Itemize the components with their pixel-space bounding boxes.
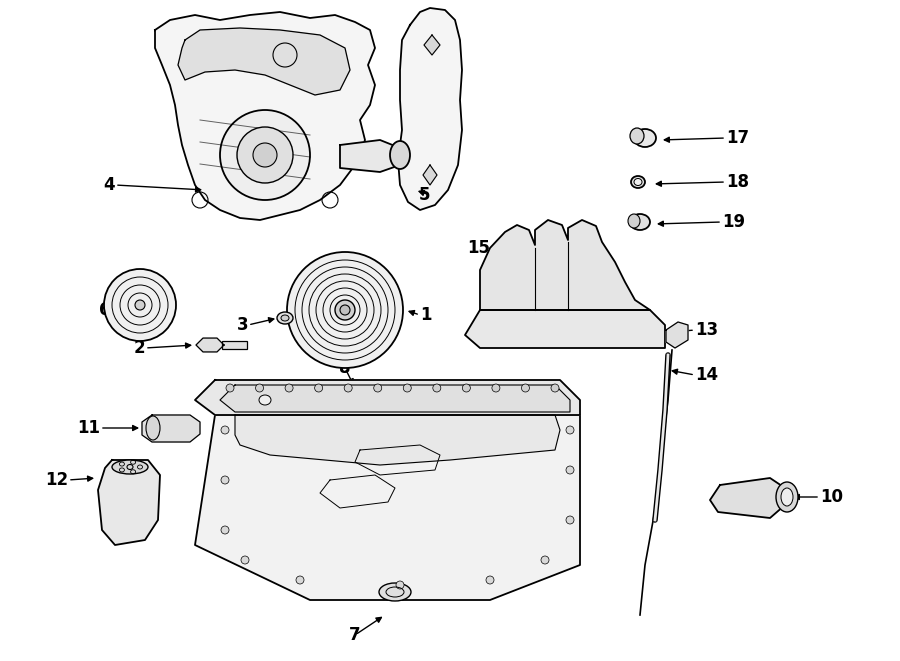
Circle shape	[486, 576, 494, 584]
Text: 13: 13	[695, 321, 718, 339]
Ellipse shape	[146, 416, 160, 440]
Circle shape	[241, 556, 249, 564]
Text: 3: 3	[237, 316, 248, 334]
Circle shape	[335, 300, 355, 320]
Polygon shape	[465, 310, 665, 348]
Text: 15: 15	[467, 239, 490, 257]
Ellipse shape	[379, 583, 411, 601]
Text: 8: 8	[339, 359, 351, 377]
Ellipse shape	[255, 392, 275, 408]
Circle shape	[340, 305, 350, 315]
Ellipse shape	[281, 315, 289, 321]
Ellipse shape	[634, 178, 642, 186]
Polygon shape	[710, 478, 785, 518]
Ellipse shape	[628, 214, 640, 228]
Polygon shape	[178, 28, 350, 95]
Text: 16: 16	[568, 331, 591, 349]
Text: 14: 14	[695, 366, 718, 384]
Circle shape	[104, 269, 176, 341]
Circle shape	[285, 384, 293, 392]
Circle shape	[226, 384, 234, 392]
FancyBboxPatch shape	[222, 341, 247, 349]
Text: 12: 12	[45, 471, 68, 489]
Text: 5: 5	[418, 186, 430, 204]
Ellipse shape	[277, 312, 293, 324]
Circle shape	[521, 384, 529, 392]
Polygon shape	[98, 460, 160, 545]
Polygon shape	[480, 220, 650, 310]
Circle shape	[463, 384, 471, 392]
Polygon shape	[220, 385, 570, 412]
Ellipse shape	[259, 395, 271, 405]
Circle shape	[566, 466, 574, 474]
Polygon shape	[398, 8, 462, 210]
Circle shape	[492, 384, 500, 392]
Circle shape	[287, 252, 403, 368]
Circle shape	[221, 526, 229, 534]
Polygon shape	[340, 140, 400, 172]
Text: 18: 18	[726, 173, 749, 191]
Text: 17: 17	[726, 129, 749, 147]
Circle shape	[220, 110, 310, 200]
Ellipse shape	[390, 141, 410, 169]
Ellipse shape	[631, 176, 645, 188]
Circle shape	[374, 384, 382, 392]
Polygon shape	[235, 415, 560, 465]
Circle shape	[403, 384, 411, 392]
Circle shape	[566, 516, 574, 524]
Circle shape	[221, 426, 229, 434]
Circle shape	[315, 384, 322, 392]
Circle shape	[296, 576, 304, 584]
Circle shape	[433, 384, 441, 392]
Circle shape	[344, 384, 352, 392]
Polygon shape	[423, 165, 437, 185]
Ellipse shape	[781, 488, 793, 506]
Circle shape	[256, 384, 264, 392]
Text: 9: 9	[209, 391, 220, 409]
Ellipse shape	[634, 129, 656, 147]
Text: 1: 1	[420, 306, 431, 324]
Text: 4: 4	[104, 176, 115, 194]
Circle shape	[135, 300, 145, 310]
Polygon shape	[155, 12, 375, 220]
Text: 11: 11	[77, 419, 100, 437]
Text: 2: 2	[133, 339, 145, 357]
Circle shape	[221, 476, 229, 484]
Circle shape	[237, 127, 293, 183]
Text: 7: 7	[349, 626, 361, 644]
Ellipse shape	[112, 460, 148, 474]
Ellipse shape	[630, 128, 644, 144]
Polygon shape	[195, 415, 580, 600]
Circle shape	[253, 143, 277, 167]
Circle shape	[566, 426, 574, 434]
Polygon shape	[196, 338, 224, 352]
Polygon shape	[666, 322, 688, 348]
Text: 10: 10	[820, 488, 843, 506]
Text: 19: 19	[722, 213, 745, 231]
Polygon shape	[424, 35, 440, 55]
Polygon shape	[142, 415, 200, 442]
Circle shape	[541, 556, 549, 564]
Circle shape	[396, 581, 404, 589]
Circle shape	[551, 384, 559, 392]
Ellipse shape	[630, 214, 650, 230]
Text: 6: 6	[98, 301, 110, 319]
Ellipse shape	[776, 482, 798, 512]
Polygon shape	[195, 380, 580, 415]
